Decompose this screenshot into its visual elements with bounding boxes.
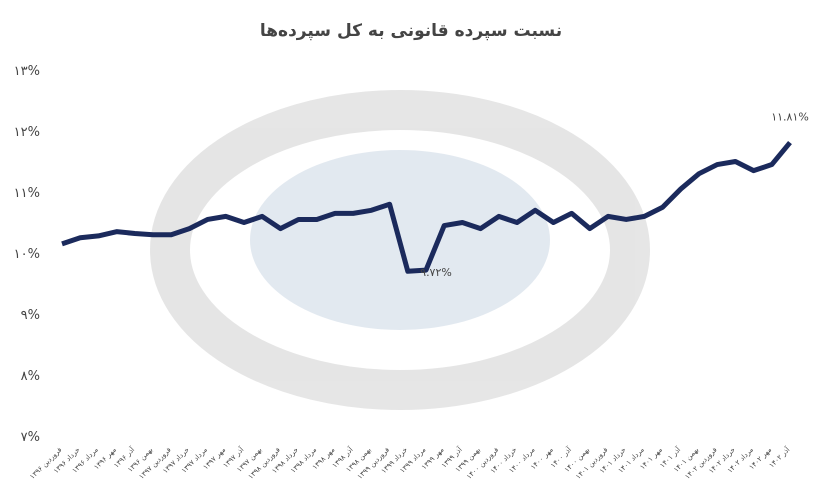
y-tick-label: ۱۰% [14,247,40,262]
data-label: ۹.۷۲% [420,266,452,279]
y-tick-label: ۱۲% [14,125,40,140]
data-line [61,140,792,274]
y-tick-label: ۹% [21,308,40,323]
y-tick-label: ۱۱% [14,186,40,201]
x-tick-label: آذر ۱۴۰۲ [767,444,792,469]
y-tick-label: ۱۳% [14,64,40,79]
y-tick-label: ۷% [21,430,40,445]
data-label: ۱۱.۸۱% [771,111,809,124]
chart-title: نسبت سپرده قانونی به کل سپرده‌ها [260,21,562,41]
y-tick-label: ۸% [21,369,40,384]
